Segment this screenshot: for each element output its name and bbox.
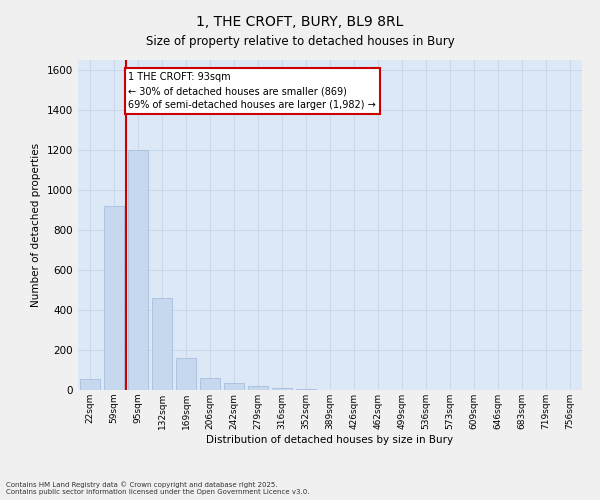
Bar bbox=[176, 358, 196, 390]
Text: Contains HM Land Registry data © Crown copyright and database right 2025.
Contai: Contains HM Land Registry data © Crown c… bbox=[6, 482, 310, 495]
Bar bbox=[128, 150, 148, 390]
Bar bbox=[272, 388, 292, 390]
Bar bbox=[80, 379, 100, 390]
Bar bbox=[296, 389, 316, 390]
Bar bbox=[152, 298, 172, 390]
Bar bbox=[104, 206, 124, 390]
X-axis label: Distribution of detached houses by size in Bury: Distribution of detached houses by size … bbox=[206, 434, 454, 444]
Bar bbox=[224, 383, 244, 390]
Text: Size of property relative to detached houses in Bury: Size of property relative to detached ho… bbox=[146, 35, 454, 48]
Bar bbox=[200, 378, 220, 390]
Y-axis label: Number of detached properties: Number of detached properties bbox=[31, 143, 41, 307]
Text: 1, THE CROFT, BURY, BL9 8RL: 1, THE CROFT, BURY, BL9 8RL bbox=[196, 15, 404, 29]
Text: 1 THE CROFT: 93sqm
← 30% of detached houses are smaller (869)
69% of semi-detach: 1 THE CROFT: 93sqm ← 30% of detached hou… bbox=[128, 72, 376, 110]
Bar bbox=[248, 386, 268, 390]
